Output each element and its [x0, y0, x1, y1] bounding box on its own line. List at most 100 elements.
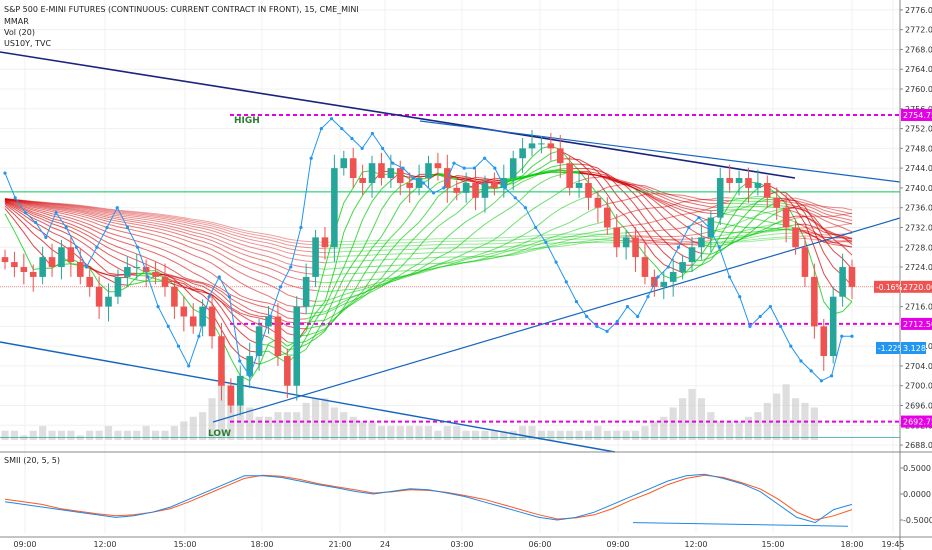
mmar-ribbon-segment	[494, 255, 504, 259]
mmar-ribbon-segment	[644, 230, 655, 233]
mmar-ribbon-segment	[729, 224, 740, 227]
mmar-ribbon-segment	[814, 208, 824, 214]
mmar-ribbon-segment	[4, 198, 15, 201]
mmar-ribbon-segment	[541, 245, 551, 250]
mmar-ribbon-segment	[578, 177, 589, 182]
mmar-ribbon-segment	[823, 226, 834, 229]
mmar-ribbon-segment	[560, 242, 570, 246]
mmar-ribbon-segment	[569, 243, 580, 246]
mmar-ribbon-segment	[663, 193, 674, 196]
mmar-ribbon-segment	[362, 254, 373, 257]
mmar-ribbon-segment	[258, 271, 269, 276]
us10y-point	[289, 265, 293, 269]
mmar-ribbon-segment	[4, 198, 15, 201]
mmar-ribbon-segment	[663, 208, 674, 217]
mmar-ribbon-segment	[4, 202, 15, 210]
mmar-ribbon-segment	[381, 281, 391, 285]
mmar-ribbon-segment	[673, 198, 683, 202]
mmar-ribbon-segment	[823, 228, 834, 234]
us10y-tag[interactable]: -1.22%3.128	[876, 342, 926, 354]
x-tick-label: 09:00	[13, 540, 36, 549]
mmar-ribbon-segment	[616, 219, 627, 231]
mmar-ribbon-segment	[183, 217, 194, 220]
mmar-ribbon-segment	[484, 248, 495, 254]
mmar-ribbon-segment	[786, 201, 796, 204]
volume-bar	[744, 416, 753, 440]
y-tick-label: 2732.00	[905, 223, 932, 232]
mmar-ribbon-segment	[625, 216, 636, 230]
price-tag-current[interactable]: 2720.00	[901, 280, 932, 293]
mmar-ribbon-segment	[174, 218, 184, 222]
us10y-point	[564, 280, 568, 284]
candle-body	[124, 267, 131, 277]
price-axis[interactable]	[900, 0, 932, 550]
mmar-ribbon-segment	[748, 235, 758, 239]
mmar-ribbon-segment	[268, 256, 279, 261]
trendline-upper-dark[interactable]	[0, 51, 796, 179]
mmar-ribbon-segment	[578, 172, 589, 175]
mmar-ribbon-segment	[70, 203, 81, 206]
mmar-ribbon-segment	[305, 338, 316, 345]
candle-body	[660, 281, 668, 287]
mmar-ribbon-segment	[475, 223, 486, 233]
mmar-ribbon-segment	[352, 171, 364, 189]
x-tick-label: 03:00	[450, 540, 473, 549]
candle-body	[444, 168, 451, 188]
us10y-point	[554, 260, 558, 264]
volume-bar	[763, 402, 771, 440]
candle-body	[792, 227, 799, 248]
mmar-ribbon-segment	[70, 207, 81, 211]
mmar-ribbon-segment	[823, 216, 834, 220]
mmar-ribbon-segment	[249, 233, 260, 237]
mmar-ribbon-segment	[804, 213, 815, 233]
y-tick-label: 2772.00	[905, 26, 932, 35]
candle-body	[359, 178, 366, 183]
price-tag-mid[interactable]: 2712.50	[901, 317, 932, 330]
mmar-ribbon-segment	[333, 292, 345, 314]
price-tag-low-text: 2692.75	[903, 418, 932, 427]
mmar-ribbon-segment	[334, 280, 344, 283]
mmar-ribbon-segment	[61, 212, 71, 216]
us10y-point	[432, 191, 436, 195]
trendline-bottom[interactable]	[0, 341, 616, 453]
mmar-ribbon-segment	[399, 215, 411, 229]
mmar-ribbon-segment	[428, 196, 439, 211]
mmar-ribbon-segment	[230, 248, 241, 254]
mmar-ribbon-segment	[193, 218, 203, 222]
volume-bar	[528, 426, 536, 440]
mmar-ribbon-segment	[89, 227, 100, 234]
mmar-ribbon-segment	[230, 253, 241, 259]
indicator-volume: Vol (20)	[4, 28, 35, 37]
trendline-upper[interactable]	[419, 120, 901, 183]
mmar-ribbon-segment	[193, 220, 203, 223]
mmar-ribbon-segment	[258, 264, 269, 269]
y-tick-label: 2716.00	[905, 303, 932, 312]
candle-body	[274, 316, 282, 357]
price-tag-low[interactable]: 2692.75	[901, 415, 932, 428]
candle-body	[114, 276, 122, 297]
mmar-ribbon-segment	[503, 205, 514, 213]
mmar-ribbon-segment	[748, 187, 759, 198]
mmar-ribbon-segment	[635, 188, 646, 199]
mmar-ribbon-segment	[80, 211, 90, 215]
mmar-ribbon-segment	[221, 240, 232, 246]
mmar-ribbon-segment	[729, 238, 740, 242]
price-tag-high[interactable]: 2754.75	[901, 108, 932, 121]
mmar-ribbon-segment	[541, 177, 552, 183]
y-tick-label: 2776.00	[905, 6, 932, 15]
mmar-ribbon-segment	[569, 228, 580, 233]
mmar-ribbon-segment	[466, 260, 476, 264]
mmar-ribbon-segment	[61, 223, 72, 228]
mmar-ribbon-segment	[804, 223, 815, 228]
volume-bar	[180, 421, 188, 440]
mmar-ribbon-segment	[484, 252, 495, 256]
mmar-ribbon-segment	[475, 252, 486, 257]
mmar-ribbon-segment	[823, 273, 834, 289]
mmar-ribbon-segment	[512, 197, 523, 207]
trendline-lower[interactable]	[212, 217, 901, 423]
mmar-ribbon-segment	[842, 244, 853, 248]
mmar-ribbon-segment	[644, 254, 655, 265]
mmar-ribbon-segment	[842, 223, 853, 226]
us10y-point	[401, 166, 405, 170]
